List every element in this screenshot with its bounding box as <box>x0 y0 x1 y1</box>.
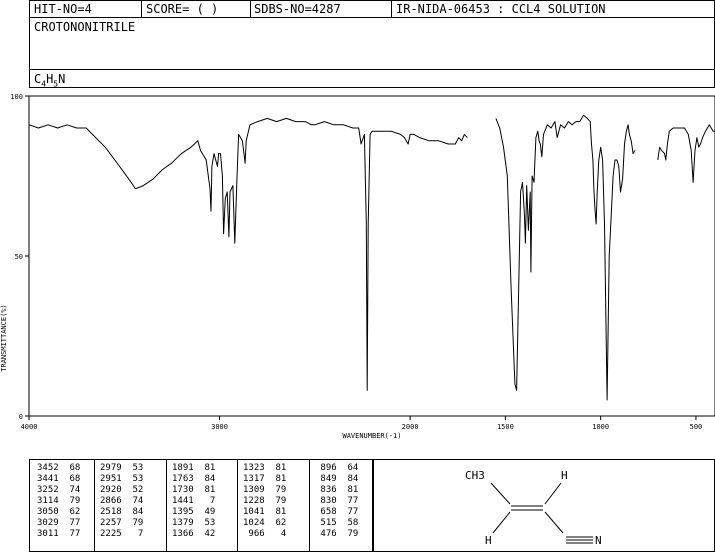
peak-row: 1379 53 <box>172 518 216 528</box>
peak-table-box <box>29 459 373 552</box>
peak-row: 2920 52 <box>100 485 144 495</box>
peak-column-divider <box>94 459 95 552</box>
x-tick-label: 2000 <box>402 423 419 431</box>
x-axis-label: WAVENUMBER(-1) <box>342 432 401 440</box>
molecular-formula: C4H5N <box>34 72 65 91</box>
peak-row: 515 58 <box>315 518 359 528</box>
peak-column: 2979 53 2951 53 2920 52 2866 74 2518 84 2257 … <box>100 463 143 540</box>
spectrum-trace-segment <box>28 117 468 391</box>
formula-element-n: N <box>58 72 66 86</box>
peak-row: 2257 79 <box>100 518 144 528</box>
x-tick-label: 3000 <box>211 423 228 431</box>
hit-number: HIT-NO=4 <box>34 2 92 16</box>
header-row-divider <box>29 17 715 18</box>
bond-c2-h <box>544 482 562 505</box>
peak-row: 1366 42 <box>172 529 216 539</box>
header-divider-1 <box>141 0 142 17</box>
ir-identifier: IR-NIDA-06453 : CCL4 SOLUTION <box>396 2 606 16</box>
nitrogen-label: N <box>595 534 602 547</box>
header-formula-divider <box>29 69 715 70</box>
sdbs-number: SDBS-NO=4287 <box>254 2 341 16</box>
peak-row: 1441 7 <box>172 496 216 506</box>
bond-c1-h <box>492 511 511 534</box>
formula-element-h: H <box>46 72 54 86</box>
hydrogen-bottom-label: H <box>485 534 492 547</box>
peak-row: 966 4 <box>243 529 287 539</box>
structure-diagram: CH3 H H N <box>465 469 602 547</box>
peak-row: 1891 81 <box>172 463 216 473</box>
methyl-group-label: CH3 <box>465 469 485 482</box>
hydrogen-top-label: H <box>561 469 568 482</box>
header-box <box>29 0 715 88</box>
peak-column-divider <box>237 459 238 552</box>
x-tick-label: 1500 <box>497 423 514 431</box>
x-tick-label: 500 <box>690 423 703 431</box>
peak-row: 896 64 <box>315 463 359 473</box>
ir-spectrum-chart: 4000 3000 2000 1500 1000 500 0 50 100 TRANSMITTA… <box>0 93 715 440</box>
y-tick-label: 100 <box>10 93 23 101</box>
x-tick-label: 1000 <box>592 423 609 431</box>
formula-element-c: C <box>34 72 42 86</box>
peak-row: 3252 74 <box>37 485 81 495</box>
peak-row: 1041 81 <box>243 507 287 517</box>
peak-column-divider <box>309 459 310 552</box>
peak-row: 1763 84 <box>172 474 216 484</box>
peak-row: 658 77 <box>315 507 359 517</box>
peak-row: 1323 81 <box>243 463 287 473</box>
peak-row: 1309 79 <box>243 485 287 495</box>
peak-row: 2866 74 <box>100 496 144 506</box>
peak-row: 3114 79 <box>37 496 81 506</box>
peak-row: 1317 81 <box>243 474 287 484</box>
formula-count-c: 4 <box>41 79 47 89</box>
peak-column: 896 64 849 84 836 81 830 77 658 77 515 5… <box>315 463 358 540</box>
peak-column: 3452 68 3441 68 3252 74 3114 79 3050 62 3029 … <box>37 463 80 540</box>
header-divider-3 <box>391 0 392 17</box>
y-axis-label: TRANSMITTANCE(%) <box>0 304 8 371</box>
peak-row: 2979 53 <box>100 463 144 473</box>
peak-row: 1395 49 <box>172 507 216 517</box>
peak-row: 3050 62 <box>37 507 81 517</box>
bond-c2-cn <box>544 511 564 534</box>
score: SCORE= ( ) <box>146 2 219 16</box>
y-tick-label: 0 <box>19 413 23 421</box>
peak-row: 849 84 <box>315 474 359 484</box>
peak-row: 2518 84 <box>100 507 144 517</box>
peak-row: 3011 77 <box>37 529 81 539</box>
peak-row: 2225 7 <box>100 529 144 539</box>
peak-row: 1024 62 <box>243 518 287 528</box>
peak-row: 3452 68 <box>37 463 81 473</box>
peak-row: 1228 79 <box>243 496 287 506</box>
peak-row: 3029 77 <box>37 518 81 528</box>
spectrum-trace-segment <box>495 114 636 401</box>
peak-row: 3441 68 <box>37 474 81 484</box>
bond-ch3-c1 <box>490 482 511 505</box>
peak-row: 836 81 <box>315 485 359 495</box>
header-divider-2 <box>250 0 251 17</box>
peak-row: 1730 81 <box>172 485 216 495</box>
y-tick-label: 50 <box>15 253 23 261</box>
peak-column-divider <box>166 459 167 552</box>
peak-row: 476 79 <box>315 529 359 539</box>
compound-name: CROTONONITRILE <box>34 20 136 34</box>
formula-count-h: 5 <box>53 79 59 89</box>
spectrum-trace-segment <box>657 124 715 183</box>
plot-frame <box>28 95 715 417</box>
x-tick-label: 4000 <box>21 423 38 431</box>
peak-row: 830 77 <box>315 496 359 506</box>
peak-column: 1891 81 1763 84 1730 81 1441 7 1395 49 1379 5… <box>172 463 215 540</box>
peak-column: 1323 81 1317 81 1309 79 1228 79 1041 81 1024 … <box>243 463 286 540</box>
peak-row: 2951 53 <box>100 474 144 484</box>
